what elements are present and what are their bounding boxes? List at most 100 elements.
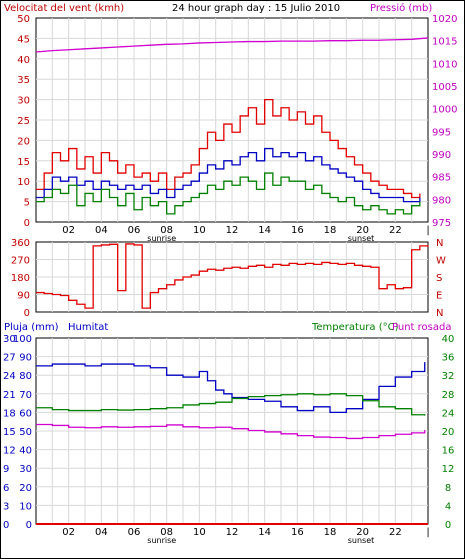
sunset-label: sunset xyxy=(348,536,375,545)
time-tick-label: 20 xyxy=(356,225,369,236)
wind-axis-tick: 5 xyxy=(24,198,30,209)
wind-axis-tick: 50 xyxy=(17,14,30,25)
humidity-axis-tick: 100 xyxy=(13,334,32,345)
series-line-direction xyxy=(36,243,429,309)
rain-axis-tick: 27 xyxy=(3,353,16,364)
pressure-axis-tick: 995 xyxy=(432,127,451,138)
wind-axis-tick: 35 xyxy=(17,75,30,86)
rain-axis-tick: 15 xyxy=(3,427,16,438)
time-tick-label: | xyxy=(426,225,429,236)
temperature-axis-tick: 32 xyxy=(442,371,455,382)
wind-axis-tick: 45 xyxy=(17,34,30,45)
temperature-axis-tick: 36 xyxy=(442,353,455,364)
wind-axis-title: Velocitat del vent (kmh) xyxy=(4,3,124,14)
wind-axis-tick: 25 xyxy=(17,116,30,127)
chart-title: 24 hour graph day : 15 Julio 2010 xyxy=(172,3,340,14)
time-tick-label: 08 xyxy=(160,225,173,236)
time-tick-label: 14 xyxy=(258,225,271,236)
series-line-dewpoint xyxy=(36,423,426,440)
wind-pressure-panel: 02 04 06 08 10 12 14 16 18 20 22 | sunrise sunset 0 5 10… xyxy=(17,14,457,243)
time-tick-label: 02 xyxy=(62,527,75,538)
wind-axis-tick: 40 xyxy=(17,55,30,66)
rain-axis-tick: 18 xyxy=(3,408,16,419)
time-tick-label: 06 xyxy=(128,225,141,236)
sunrise-label: sunrise xyxy=(147,536,176,545)
direction-axis-tick: 360 xyxy=(11,238,30,249)
humidity-axis-tick: 10 xyxy=(19,501,32,512)
compass-label: E xyxy=(436,291,442,302)
time-tick-label: 04 xyxy=(95,527,108,538)
rain-axis-tick: 3 xyxy=(3,501,9,512)
wind-axis-tick: 10 xyxy=(17,177,30,188)
pressure-axis-tick: 990 xyxy=(432,150,451,161)
time-tick-label: 18 xyxy=(324,527,337,538)
temperature-axis-tick: 12 xyxy=(442,464,455,475)
humidity-axis-tick: 30 xyxy=(19,464,32,475)
rain-axis-tick: 21 xyxy=(3,390,16,401)
pressure-axis-tick: 1005 xyxy=(432,82,457,93)
series-line-gust_avg xyxy=(36,147,421,203)
time-tick-label: 18 xyxy=(324,225,337,236)
rain-axis-tick: 30 xyxy=(3,334,16,345)
humidity-axis-tick: 70 xyxy=(19,390,32,401)
humidity-axis-tick: 40 xyxy=(19,446,32,457)
dewpoint-axis-title: Punt rosada xyxy=(392,322,451,333)
compass-label: N xyxy=(436,238,443,249)
direction-axis-tick: 90 xyxy=(17,291,30,302)
rain-axis-tick: 12 xyxy=(3,446,16,457)
temperature-axis-title: Temperatura (°C) xyxy=(311,322,399,333)
time-tick-label: 08 xyxy=(160,527,173,538)
series-line-wind xyxy=(36,98,421,199)
temperature-axis-tick: 24 xyxy=(442,408,455,419)
wind-axis-tick: 20 xyxy=(17,136,30,147)
pressure-axis-tick: 1020 xyxy=(432,14,457,25)
rain-axis-title: Pluja (mm) xyxy=(4,322,59,333)
time-tick-label: 16 xyxy=(291,225,304,236)
humidity-axis-tick: 60 xyxy=(19,408,32,419)
time-tick-label: | xyxy=(426,527,429,538)
time-tick-label: 04 xyxy=(95,225,108,236)
temperature-axis-tick: 20 xyxy=(442,427,455,438)
time-tick-label: 20 xyxy=(356,527,369,538)
rain-axis-tick: 6 xyxy=(3,483,9,494)
sunrise-label: sunrise xyxy=(147,234,176,243)
temperature-axis-tick: 16 xyxy=(442,446,455,457)
humidity-axis-tick: 50 xyxy=(19,427,32,438)
rain-axis-tick: 0 xyxy=(3,520,9,531)
temperature-axis-tick: 8 xyxy=(445,483,451,494)
humidity-axis-tick: 80 xyxy=(19,371,32,382)
time-tick-label: 02 xyxy=(62,225,75,236)
time-tick-label: 10 xyxy=(193,527,206,538)
direction-axis-tick: 270 xyxy=(11,256,30,267)
time-tick-label: 12 xyxy=(226,527,239,538)
sunset-label: sunset xyxy=(348,234,375,243)
wind-axis-tick: 30 xyxy=(17,96,30,107)
pressure-axis-tick: 1015 xyxy=(432,37,457,48)
time-tick-label: 22 xyxy=(389,225,402,236)
pressure-axis-tick: 980 xyxy=(432,195,451,206)
humidity-axis-tick: 0 xyxy=(26,520,32,531)
humidity-axis-title: Humitat xyxy=(68,322,108,333)
pressure-axis-title: Pressió (mb) xyxy=(370,2,432,14)
compass-label: N xyxy=(436,308,443,319)
time-tick-label: 12 xyxy=(226,225,239,236)
series-line-pressure xyxy=(35,37,429,53)
direction-axis-tick: 180 xyxy=(11,273,30,284)
humidity-axis-tick: 20 xyxy=(19,483,32,494)
time-tick-label: 06 xyxy=(128,527,141,538)
pressure-axis-tick: 985 xyxy=(432,173,451,184)
time-tick-label: 10 xyxy=(193,225,206,236)
temperature-axis-tick: 40 xyxy=(442,334,455,345)
pressure-axis-tick: 1010 xyxy=(432,59,457,70)
rain-axis-tick: 9 xyxy=(3,464,9,475)
time-tick-label: 22 xyxy=(389,527,402,538)
series-line-wind_low xyxy=(36,172,421,215)
pressure-axis-tick: 1000 xyxy=(432,105,457,116)
wind-axis-tick: 0 xyxy=(24,218,30,229)
rain-axis-tick: 24 xyxy=(3,371,16,382)
temperature-axis-tick: 0 xyxy=(445,520,451,531)
wind-axis-tick: 15 xyxy=(17,157,30,168)
